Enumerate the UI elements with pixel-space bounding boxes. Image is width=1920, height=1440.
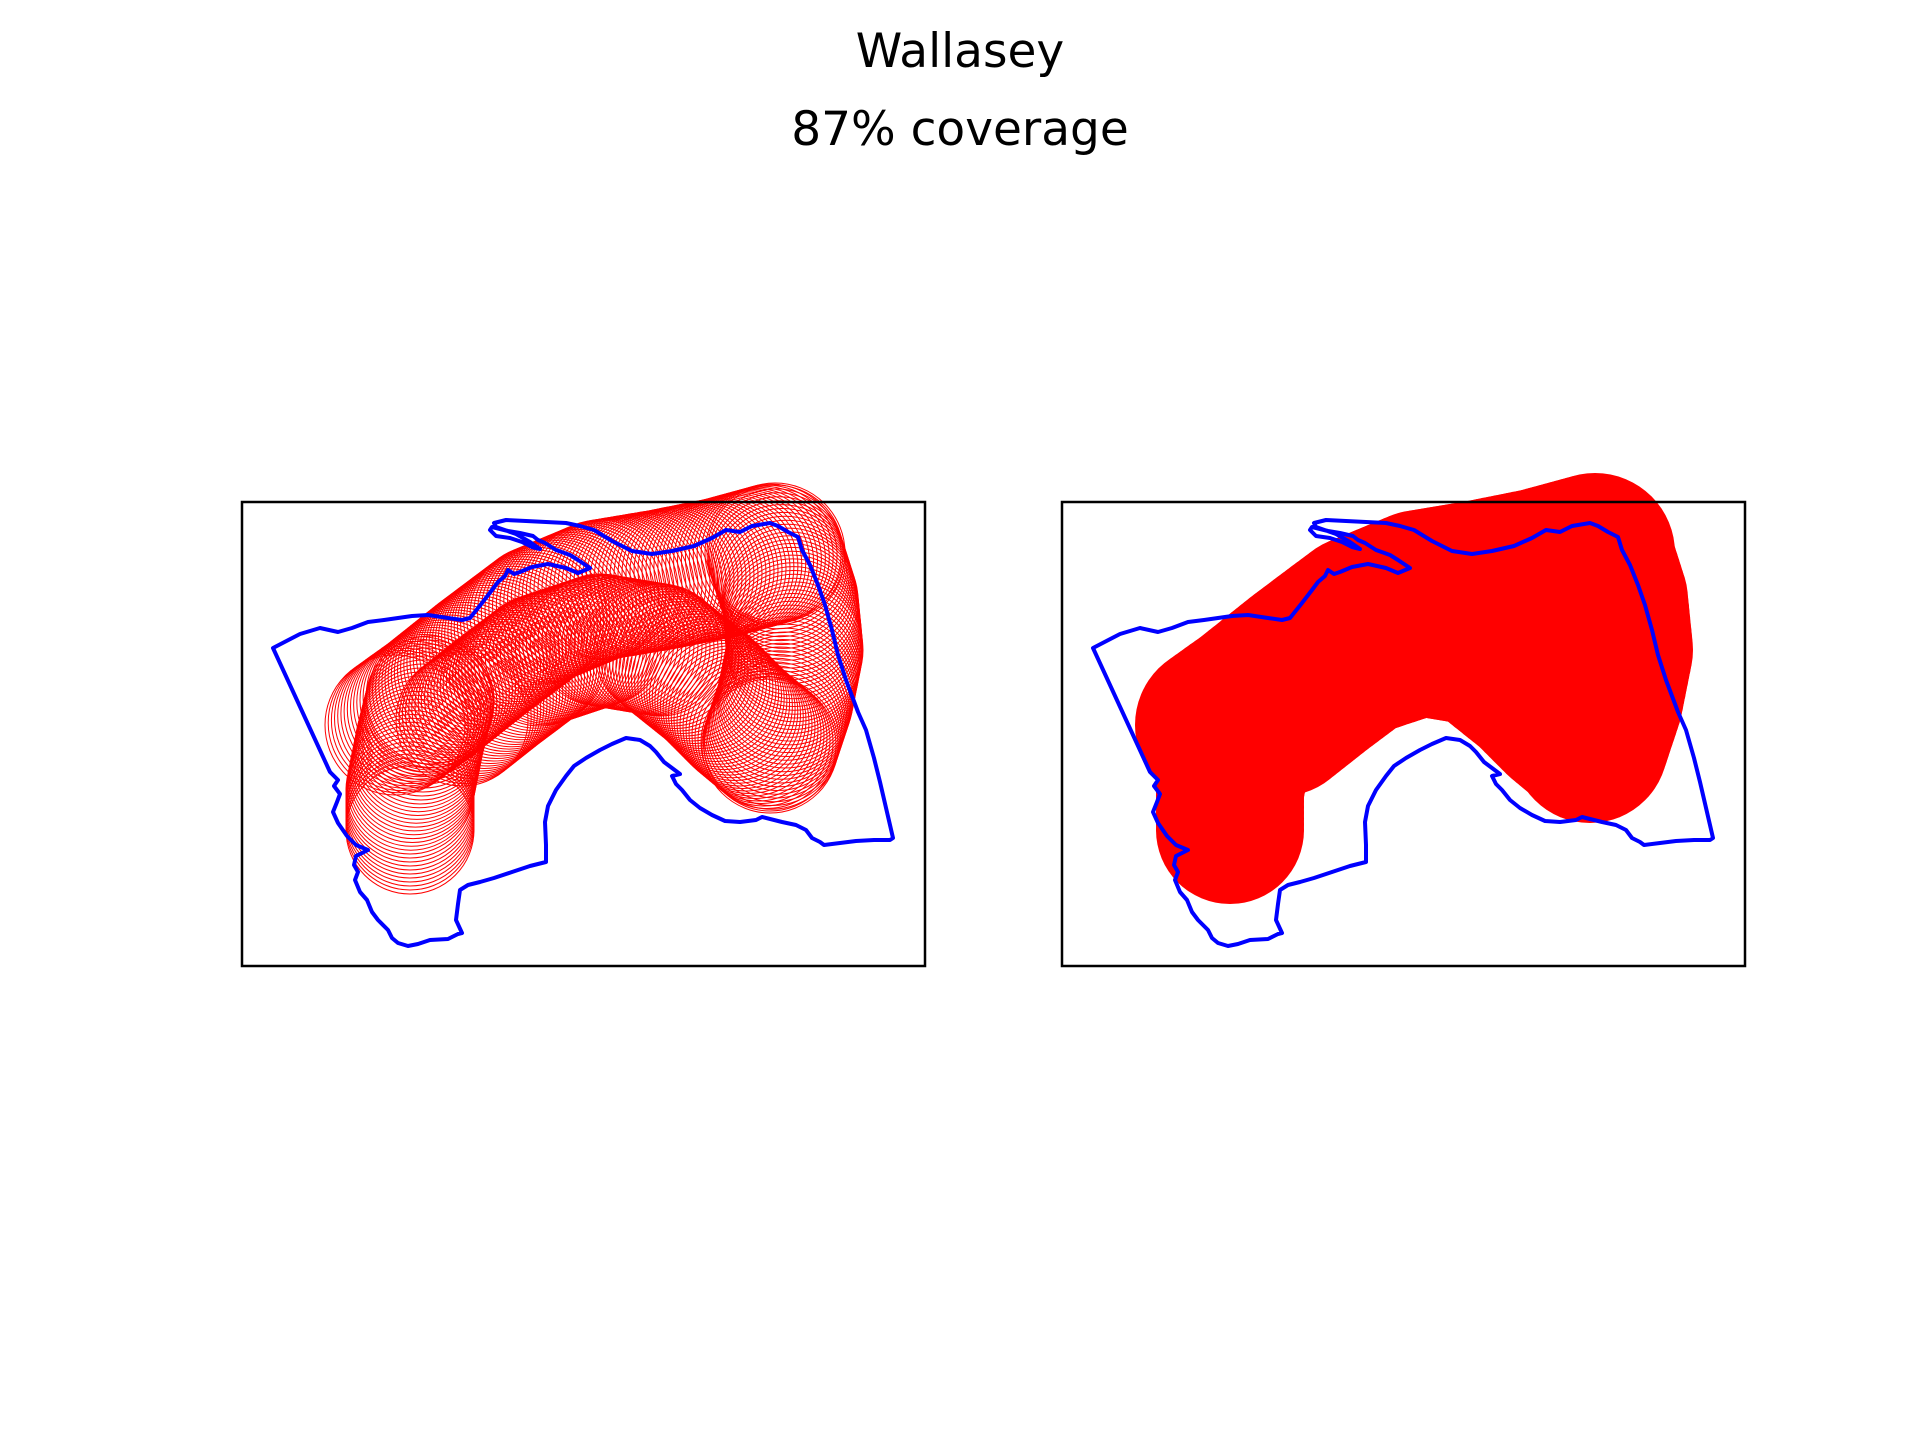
coverage-circle-11: [359, 629, 501, 771]
coverage-circle-164: [685, 663, 819, 797]
coverage-circle-226: [473, 593, 607, 727]
coverage-circle-237: [439, 618, 573, 752]
coverage-circle-34: [431, 572, 573, 714]
coverage-circle-102: [688, 486, 830, 628]
coverage-circle-223: [484, 589, 618, 723]
coverage-circle-105: [700, 483, 842, 625]
coverage-circle-165: [682, 661, 816, 794]
coverage-circle-163: [688, 666, 822, 799]
coverage-circle-236: [442, 616, 576, 750]
coverage-circles: [324, 482, 864, 895]
coverage-circle-51: [488, 536, 630, 678]
coverage-circle-227: [470, 595, 604, 729]
coverage-circle-172: [662, 642, 796, 776]
coverage-circle-168: [673, 653, 807, 787]
left-axes-frame: [240, 500, 927, 968]
coverage-circle-232: [455, 607, 588, 741]
coverage-circle-151: [709, 654, 846, 791]
coverage-circle-239: [433, 623, 567, 757]
coverage-circle-231: [458, 605, 592, 738]
coverage-circle-243: [420, 633, 554, 767]
right-axes-frame: [1060, 500, 1747, 968]
coverage-circle-98: [673, 491, 815, 633]
boundary-outline: [271, 518, 895, 948]
coverage-circle-184: [627, 611, 761, 744]
coverage-circle-185: [624, 608, 758, 742]
coverage-circle-272: [347, 714, 477, 843]
coverage-circle-210: [533, 573, 667, 707]
figure-subtitle: 87% coverage: [791, 102, 1129, 157]
coverage-circle-267: [351, 694, 481, 824]
coverage-circle-229: [464, 600, 598, 734]
coverage-circle-149: [711, 646, 849, 784]
coverage-circle-215: [514, 579, 648, 713]
coverage-circle-241: [427, 628, 561, 762]
coverage-circle-166: [679, 658, 813, 792]
left-map-panel: [240, 482, 927, 968]
coverage-circle-255: [362, 647, 492, 777]
coverage-circle-270: [349, 706, 479, 836]
coverage-circle-242: [424, 631, 557, 764]
coverage-circle-59: [518, 524, 660, 666]
coverage-circle-224: [481, 591, 614, 724]
figure-title: Wallasey: [855, 24, 1065, 79]
coverage-circle-162: [691, 668, 825, 802]
coverage-circle-169: [670, 650, 804, 784]
coverage-circle-22: [393, 602, 535, 743]
coverage-circle-256: [361, 651, 491, 781]
coverage-circle-37: [441, 565, 583, 707]
coverage-circle-111: [711, 500, 849, 638]
coverage-circle-194: [596, 586, 730, 719]
coverage-circle-206: [549, 576, 683, 710]
coverage-circle-173: [659, 639, 793, 773]
coverage-circle-235: [445, 614, 579, 748]
coverage-circle-233: [452, 609, 585, 743]
coverage-circle-115: [716, 515, 854, 653]
coverage-circle-230: [461, 602, 595, 736]
coverage-circle-110: [710, 496, 848, 634]
coverage-circle-285: [345, 765, 475, 895]
coverage-circle-222: [488, 588, 622, 722]
coverage-circle-159: [700, 676, 834, 809]
coverage-circle-192: [602, 591, 736, 724]
coverage-fill: [1135, 473, 1693, 904]
coverage-circle-238: [436, 621, 570, 755]
coverage-circle-245: [414, 638, 548, 772]
coverage-circle-219: [499, 584, 633, 718]
coverage-circle-178: [646, 626, 780, 760]
coverage-fill-disc-191: [1156, 756, 1304, 904]
coverage-circle-220: [496, 586, 629, 719]
coverage-circle-244: [417, 636, 551, 769]
coverage-circle-211: [529, 574, 663, 708]
coverage-circle-214: [518, 578, 652, 712]
coverage-circle-167: [676, 656, 810, 789]
coverage-circle-161: [694, 671, 828, 804]
coverage-circle-160: [697, 673, 831, 807]
coverage-circle-182: [634, 616, 768, 749]
coverage-circle-152: [707, 657, 845, 795]
right-map-panel: [1060, 473, 1747, 968]
coverage-circle-113: [714, 508, 851, 645]
boundary-outline: [1091, 518, 1715, 948]
coverage-circle-228: [467, 598, 601, 732]
